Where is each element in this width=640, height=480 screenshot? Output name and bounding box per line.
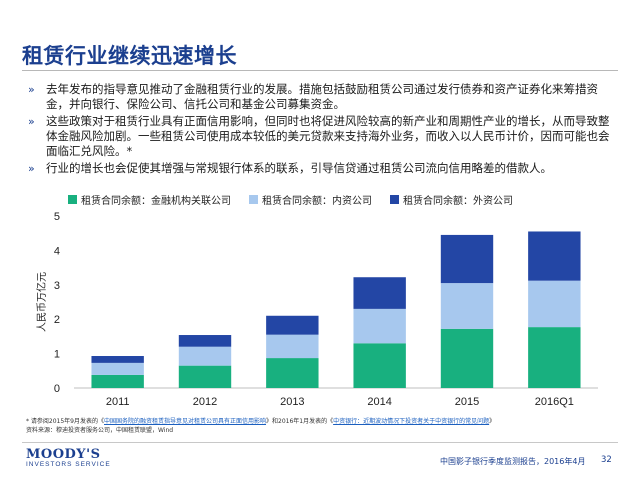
y-axis-title: 人民币万亿元 (35, 272, 48, 332)
x-tick-label: 2011 (106, 396, 130, 408)
moodys-logo: MOODY'S INVESTORS SERVICE (26, 447, 111, 468)
y-tick-label: 1 (54, 349, 60, 361)
bar-2012-series-2 (178, 346, 232, 366)
bar-2013-series-1 (266, 358, 319, 388)
bullet-text: 去年发布的指导意见推动了金融租赁行业的发展。措施包括鼓励租赁公司通过发行债券和资… (46, 82, 598, 111)
bullet-marker: » (28, 115, 35, 128)
bullet-item: » 这些政策对于租赁行业具有正面信用影响，但同时也将促进风险较高的新产业和周期性… (26, 114, 616, 159)
bar-2015-series-2 (440, 283, 494, 329)
legend-swatch-foreign (390, 195, 399, 204)
bar-2012-series-1 (178, 365, 232, 388)
footnote-text: * 请参阅2015年9月发表的《 (26, 418, 104, 425)
title-divider (22, 70, 618, 71)
bar-2016Q1-series-3 (528, 231, 581, 281)
chart-legend: 租赁合同余额：金融机构关联公司 租赁合同余额：内资公司 租赁合同余额：外资公司 (68, 192, 531, 207)
bar-2016Q1-series-1 (528, 327, 581, 388)
footer-divider (22, 442, 618, 443)
y-tick-label: 0 (54, 383, 60, 395)
footnote: * 请参阅2015年9月发表的《中国国务院的融资租赁指导意见对租赁公司具有正面信… (26, 417, 626, 435)
footnote-text: 》 (489, 418, 496, 425)
bar-2011-series-3 (91, 356, 144, 363)
legend-swatch-financial (68, 195, 77, 204)
footnote-link-1[interactable]: 中国国务院的融资租赁指导意见对租赁公司具有正面信用影响 (104, 418, 267, 425)
x-tick-label: 2013 (280, 396, 304, 408)
legend-item: 租赁合同余额：外资公司 (390, 192, 513, 207)
logo-main-text: MOODY'S (26, 447, 101, 462)
bar-2013-series-2 (266, 334, 319, 359)
bar-2014-series-3 (353, 277, 406, 309)
legend-label: 租赁合同余额：金融机构关联公司 (81, 196, 231, 207)
legend-item: 租赁合同余额：金融机构关联公司 (68, 192, 231, 207)
page-number: 32 (601, 455, 612, 465)
x-tick-label: 2015 (455, 396, 479, 408)
bullet-text: 行业的增长也会促使其增强与常规银行体系的联系，引导信贷通过租赁公司流向信用略差的… (46, 161, 552, 175)
bullet-list: » 去年发布的指导意见推动了金融租赁行业的发展。措施包括鼓励租赁公司通过发行债券… (26, 82, 616, 178)
x-tick-label: 2016Q1 (535, 396, 574, 408)
bullet-item: » 行业的增长也会促使其增强与常规银行体系的联系，引导信贷通过租赁公司流向信用略… (26, 161, 616, 176)
legend-label: 租赁合同余额：内资公司 (262, 196, 372, 207)
legend-label: 租赁合同余额：外资公司 (403, 196, 513, 207)
bar-2012-series-3 (178, 335, 232, 347)
logo-sub-text: INVESTORS SERVICE (26, 461, 111, 468)
y-tick-label: 2 (54, 314, 60, 326)
bar-2013-series-3 (266, 315, 319, 335)
footnote-text: 》和2016年1月发表的《 (266, 418, 334, 425)
x-tick-label: 2014 (367, 396, 391, 408)
bar-2011-series-1 (91, 374, 144, 388)
bar-2014-series-2 (353, 308, 406, 344)
bullet-text: 这些政策对于租赁行业具有正面信用影响，但同时也将促进风险较高的新产业和周期性产业… (46, 114, 610, 158)
y-tick-label: 5 (54, 211, 60, 223)
footnote-link-2[interactable]: 中资银行：近期波动情况下投资者关于中资银行的常见问题 (333, 418, 490, 425)
y-tick-label: 3 (54, 280, 60, 292)
bullet-marker: » (28, 162, 35, 175)
footnote-reference: * 请参阅2015年9月发表的《中国国务院的融资租赁指导意见对租赁公司具有正面信… (26, 417, 626, 426)
legend-swatch-domestic (249, 195, 258, 204)
report-title: 中国影子银行季度监测报告，2016年4月 (440, 457, 586, 466)
slide-title: 租赁行业继续迅速增长 (22, 44, 237, 68)
bullet-item: » 去年发布的指导意见推动了金融租赁行业的发展。措施包括鼓励租赁公司通过发行债券… (26, 82, 616, 112)
footnote-source: 资料来源：穆迪投资者服务公司，中国租赁联盟，Wind (26, 427, 174, 434)
bar-2011-series-2 (91, 362, 144, 375)
bar-2016Q1-series-2 (528, 280, 581, 328)
legend-item: 租赁合同余额：内资公司 (249, 192, 372, 207)
bullet-marker: » (28, 83, 35, 96)
bar-2015-series-3 (440, 234, 494, 284)
bar-2014-series-1 (353, 343, 406, 388)
x-tick-label: 2012 (193, 396, 217, 408)
bar-2015-series-1 (440, 328, 494, 388)
y-tick-label: 4 (54, 245, 60, 257)
